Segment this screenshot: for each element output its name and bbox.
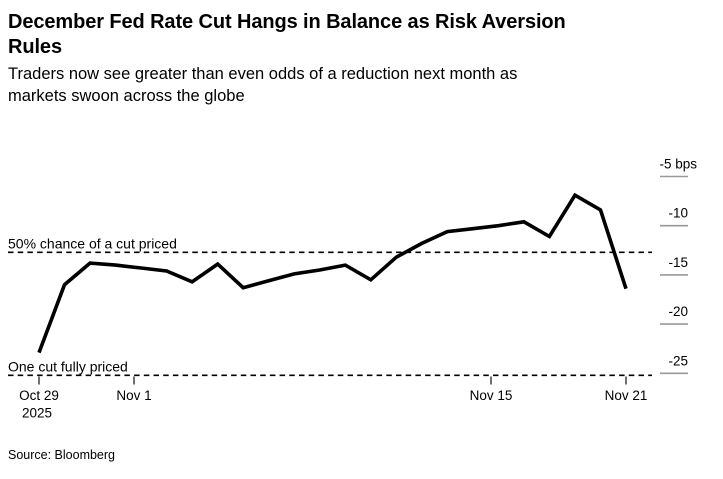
page-title: December Fed Rate Cut Hangs in Balance a…	[8, 10, 698, 59]
chart-subtitle: Traders now see greater than even odds o…	[8, 63, 698, 107]
x-tick-label: Nov 15	[470, 388, 513, 403]
x-tick-year-label: 2025	[22, 406, 52, 421]
x-tick-label: Nov 21	[605, 388, 648, 403]
x-tick-label: Nov 1	[116, 388, 151, 403]
annotation-label: One cut fully priced	[8, 358, 128, 374]
y-tick-label: -10	[668, 206, 688, 221]
y-tick-label: -5 bps	[659, 157, 697, 172]
x-axis: Oct 29 2025 Nov 1 Nov 15 Nov 21	[19, 376, 648, 421]
subtitle-line-2: markets swoon across the globe	[8, 87, 245, 105]
chart-line	[37, 192, 628, 354]
source-label: Source: Bloomberg	[8, 448, 116, 462]
x-tick-label: Oct 29	[19, 388, 59, 403]
annotation-lines: 50% chance of a cut priced One cut fully …	[8, 235, 652, 377]
fed-rate-cut-line-chart: -5 bps -10 -15 -20 -25 Oct 29 2025 Nov 1 Nov 15…	[8, 157, 697, 421]
y-axis: -5 bps -10 -15 -20 -25	[659, 157, 697, 375]
subtitle-line-1: Traders now see greater than even odds o…	[8, 65, 518, 83]
annotation-label: 50% chance of a cut priced	[8, 235, 177, 251]
y-tick-label: -20	[668, 304, 688, 319]
title-line-1: December Fed Rate Cut Hangs in Balance a…	[8, 11, 566, 33]
y-tick-label: -25	[668, 353, 688, 368]
y-tick-label: -15	[668, 255, 688, 270]
title-line-2: Rules	[8, 35, 62, 58]
